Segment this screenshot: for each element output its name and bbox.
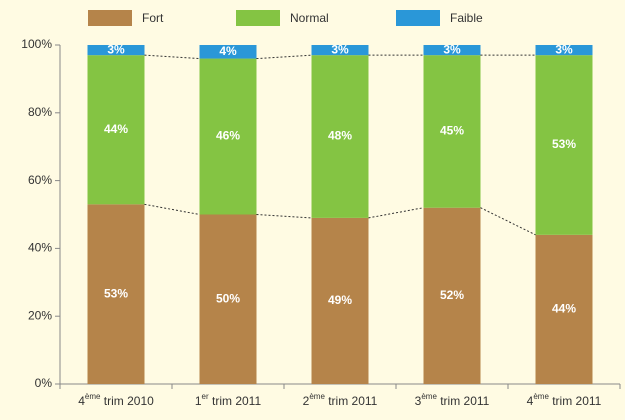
x-tick-label: 3ème trim 2011 <box>415 392 490 408</box>
bar-segment <box>199 214 257 384</box>
connector <box>368 207 424 219</box>
bar-segment <box>423 207 481 384</box>
value-label: 44% <box>552 302 576 316</box>
y-tick-label: 40% <box>28 241 52 255</box>
bar-segment <box>199 58 257 215</box>
value-label: 3% <box>555 42 573 56</box>
y-tick-label: 60% <box>28 173 52 187</box>
bar-segment <box>423 45 481 56</box>
bar-segment <box>311 217 369 384</box>
bar-segment <box>199 45 257 59</box>
legend-swatch <box>396 10 440 26</box>
legend-swatch <box>88 10 132 26</box>
legend-label: Fort <box>142 11 164 25</box>
value-label: 3% <box>331 42 349 56</box>
y-tick-label: 0% <box>35 376 53 390</box>
value-label: 45% <box>440 124 464 138</box>
legend-swatch <box>236 10 280 26</box>
value-label: 52% <box>440 288 464 302</box>
bar-segment <box>311 55 369 218</box>
value-label: 4% <box>219 44 237 58</box>
value-label: 46% <box>216 129 240 143</box>
legend-label: Faible <box>450 11 483 25</box>
y-tick-label: 100% <box>21 37 52 51</box>
bar-segment <box>87 204 145 384</box>
x-tick-label: 2ème trim 2011 <box>303 392 378 408</box>
bar-segment <box>535 234 593 384</box>
bar-segment <box>87 45 145 56</box>
x-tick-label: 4ème trim 2011 <box>527 392 602 408</box>
bar-segment <box>87 55 145 205</box>
bar-segment <box>535 55 593 235</box>
bar-segment <box>311 45 369 56</box>
y-tick-label: 20% <box>28 308 52 322</box>
connector <box>256 214 312 219</box>
value-label: 50% <box>216 291 240 305</box>
value-label: 49% <box>328 293 352 307</box>
connector <box>144 203 200 215</box>
value-label: 44% <box>104 122 128 136</box>
value-label: 48% <box>328 129 352 143</box>
value-label: 3% <box>443 42 461 56</box>
y-tick-label: 80% <box>28 105 52 119</box>
connector <box>480 207 536 236</box>
bar-segment <box>535 45 593 56</box>
bar-segment <box>423 55 481 208</box>
value-label: 53% <box>104 286 128 300</box>
value-label: 53% <box>552 137 576 151</box>
connector <box>256 54 312 60</box>
x-tick-label: 1er trim 2011 <box>195 392 262 408</box>
connector <box>144 54 200 60</box>
legend-label: Normal <box>290 11 329 25</box>
x-tick-label: 4ème trim 2010 <box>78 392 154 408</box>
value-label: 3% <box>107 42 125 56</box>
